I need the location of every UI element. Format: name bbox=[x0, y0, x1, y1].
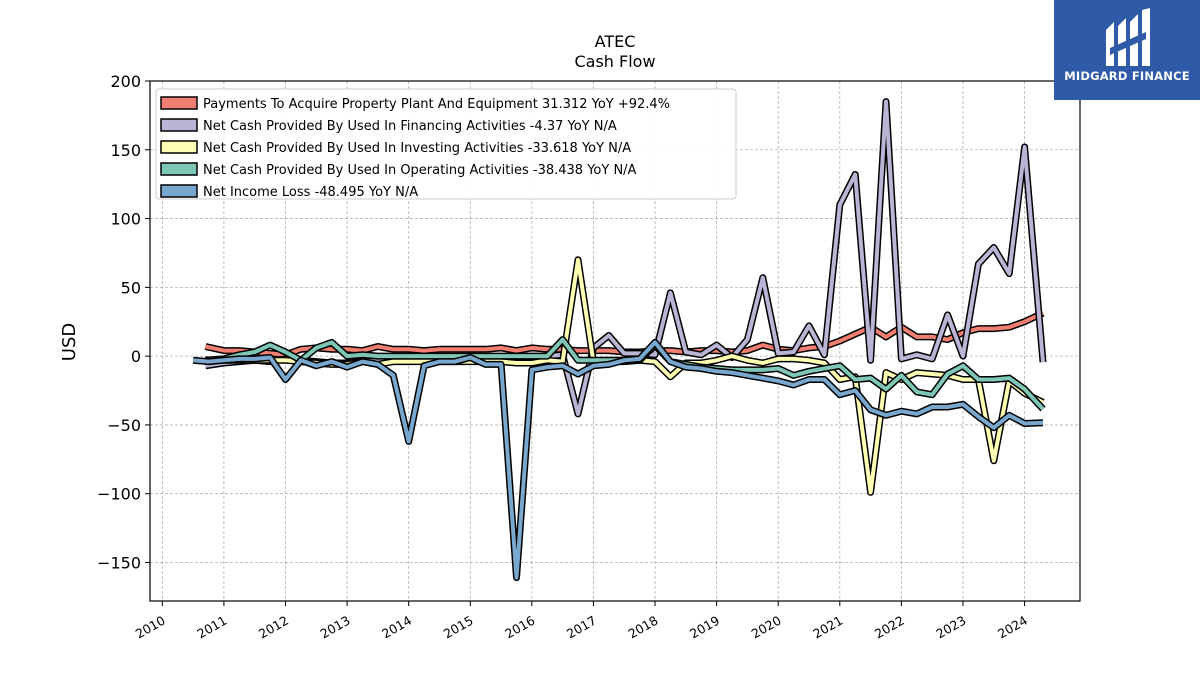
x-tick-label: 2015 bbox=[441, 613, 476, 642]
x-tick-label: 2013 bbox=[318, 613, 353, 642]
legend: Payments To Acquire Property Plant And E… bbox=[155, 88, 737, 200]
legend-label: Net Cash Provided By Used In Financing A… bbox=[203, 119, 617, 134]
legend-label: Payments To Acquire Property Plant And E… bbox=[203, 97, 670, 112]
y-tick-label: 150 bbox=[110, 141, 141, 160]
y-tick-label: −100 bbox=[97, 485, 141, 504]
series-outline bbox=[192, 338, 1044, 582]
legend-swatch bbox=[160, 162, 198, 176]
x-tick-label: 2024 bbox=[995, 613, 1030, 642]
logo-text: MIDGARD FINANCE bbox=[1064, 69, 1190, 83]
legend-swatch bbox=[160, 140, 198, 154]
y-tick-label: 0 bbox=[131, 347, 141, 366]
legend-box bbox=[155, 88, 737, 200]
y-tick-label: 100 bbox=[110, 210, 141, 229]
legend-swatch bbox=[160, 184, 198, 198]
chart-title: ATEC bbox=[595, 32, 636, 51]
y-axis-label: USD bbox=[59, 323, 80, 361]
x-tick-label: 2016 bbox=[502, 613, 537, 642]
legend-label: Net Cash Provided By Used In Operating A… bbox=[203, 163, 637, 178]
chart-subtitle: Cash Flow bbox=[574, 52, 655, 71]
series-3 bbox=[205, 256, 1045, 496]
x-tick-label: 2011 bbox=[194, 613, 229, 642]
y-tick-label: −50 bbox=[107, 416, 141, 435]
series-outline bbox=[205, 256, 1045, 496]
x-tick-label: 2020 bbox=[749, 613, 784, 642]
legend-swatch bbox=[160, 96, 198, 110]
x-tick-label: 2012 bbox=[256, 613, 291, 642]
x-tick-label: 2022 bbox=[872, 613, 907, 642]
legend-label: Net Cash Provided By Used In Investing A… bbox=[203, 141, 631, 156]
x-tick-label: 2023 bbox=[933, 613, 968, 642]
x-tick-label: 2010 bbox=[133, 613, 168, 642]
plot-frame bbox=[149, 80, 1081, 602]
y-tick-label: 200 bbox=[110, 72, 141, 91]
series-5 bbox=[192, 338, 1044, 582]
legend-swatch bbox=[160, 118, 198, 132]
x-tick-label: 2017 bbox=[564, 613, 599, 642]
x-tick-label: 2021 bbox=[810, 613, 845, 642]
y-tick-label: −150 bbox=[97, 553, 141, 572]
series-layer bbox=[192, 98, 1047, 582]
midgard-finance-logo: MIDGARD FINANCE bbox=[1054, 0, 1200, 100]
y-tick-label: 50 bbox=[121, 278, 141, 297]
midgard-logo-icon bbox=[1106, 8, 1150, 66]
series-line bbox=[192, 340, 1044, 580]
legend-label: Net Income Loss -48.495 YoY N/A bbox=[203, 185, 418, 200]
x-tick-label: 2018 bbox=[625, 613, 660, 642]
x-tick-label: 2014 bbox=[379, 613, 414, 642]
x-tick-label: 2019 bbox=[687, 613, 722, 642]
